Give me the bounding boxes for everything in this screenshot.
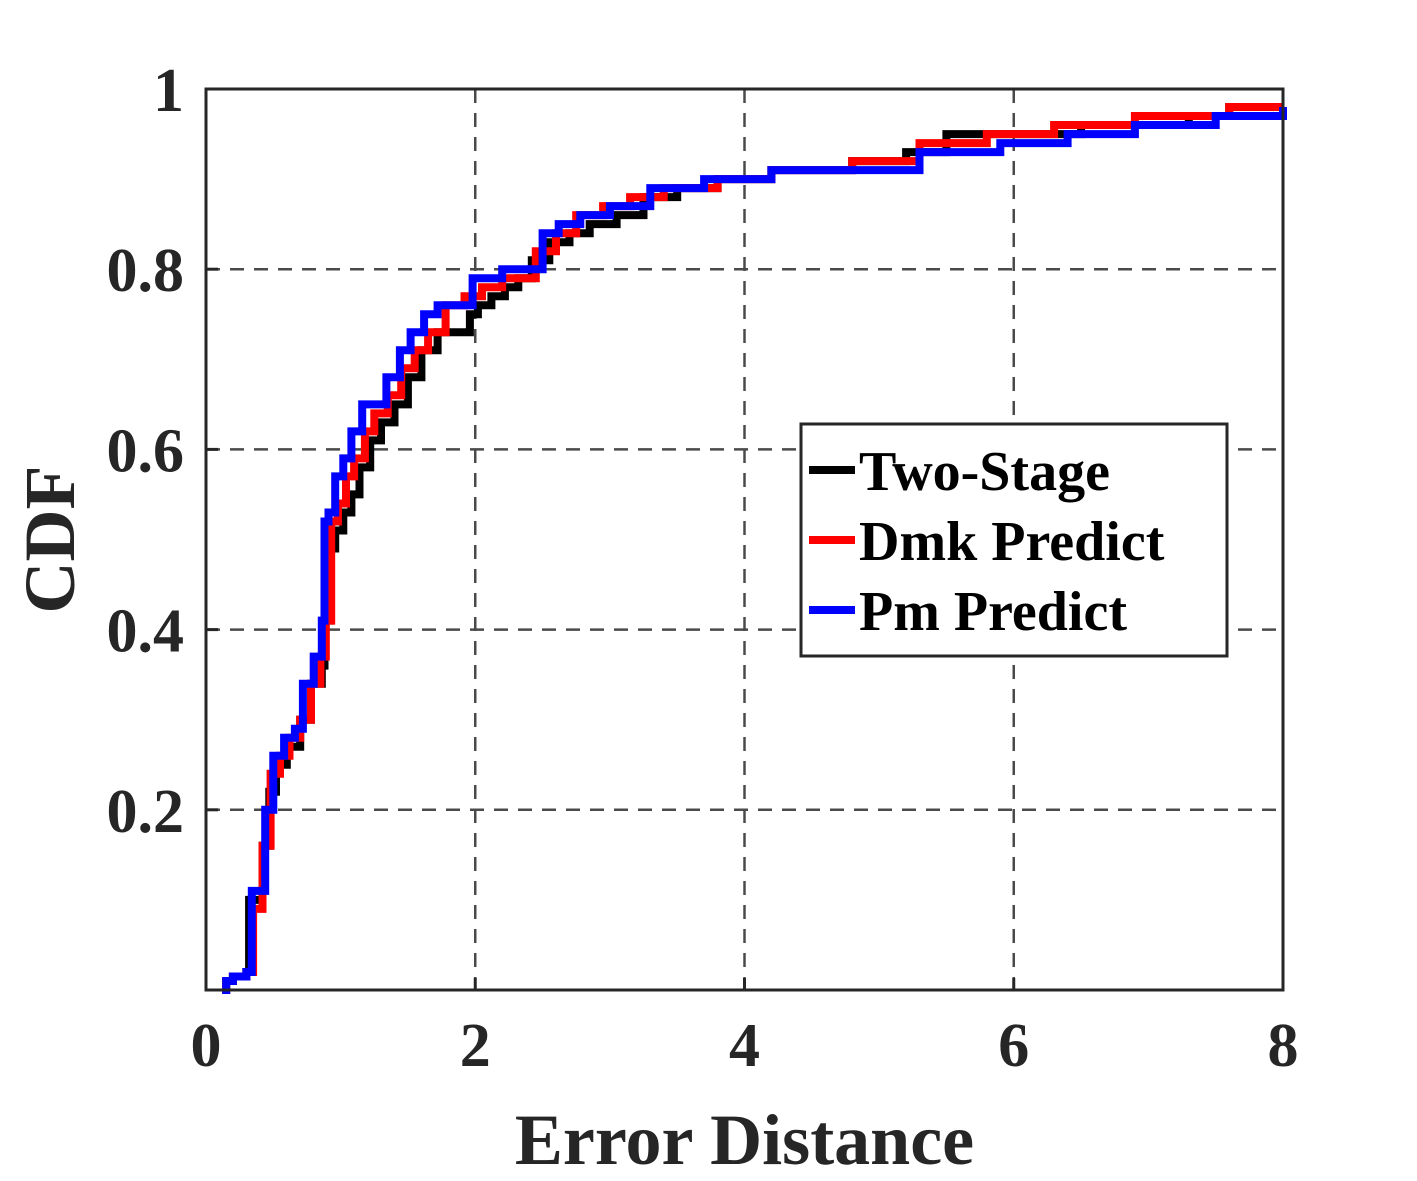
legend-box bbox=[799, 422, 1229, 658]
grid-layer bbox=[206, 89, 1283, 990]
x-axis-label: Error Distance bbox=[515, 1100, 974, 1180]
legend-item-1: Dmk Predict bbox=[809, 511, 1165, 573]
y-tick-label-3: 0.8 bbox=[107, 237, 185, 305]
legend-item-0: Two-Stage bbox=[809, 441, 1110, 503]
series-layer bbox=[222, 103, 1287, 994]
x-tick-label-0: 0 bbox=[191, 1012, 222, 1080]
y-axis-label: CDF bbox=[10, 466, 90, 614]
x-tick-label-1: 2 bbox=[460, 1012, 491, 1080]
legend-item-2: Pm Predict bbox=[809, 581, 1127, 643]
legend-items: Two-Stage Dmk Predict Pm Predict bbox=[809, 441, 1165, 643]
legend-label-2: Pm Predict bbox=[859, 581, 1127, 643]
tick-layer: 0 2 4 6 8 0.2 0.4 0.6 0.8 1 bbox=[107, 57, 1299, 1080]
legend: Two-Stage Dmk Predict Pm Predict bbox=[799, 422, 1229, 658]
y-tick-label-4: 1 bbox=[153, 57, 184, 125]
legend-label-1: Dmk Predict bbox=[859, 511, 1165, 573]
legend-label-0: Two-Stage bbox=[859, 441, 1110, 503]
y-tick-label-2: 0.6 bbox=[107, 417, 185, 485]
x-tick-label-3: 6 bbox=[998, 1012, 1029, 1080]
x-tick-label-2: 4 bbox=[729, 1012, 760, 1080]
x-tick-label-4: 8 bbox=[1268, 1012, 1299, 1080]
y-tick-label-1: 0.4 bbox=[107, 598, 185, 666]
series-line-2 bbox=[222, 107, 1287, 994]
y-tick-label-0: 0.2 bbox=[107, 778, 185, 846]
